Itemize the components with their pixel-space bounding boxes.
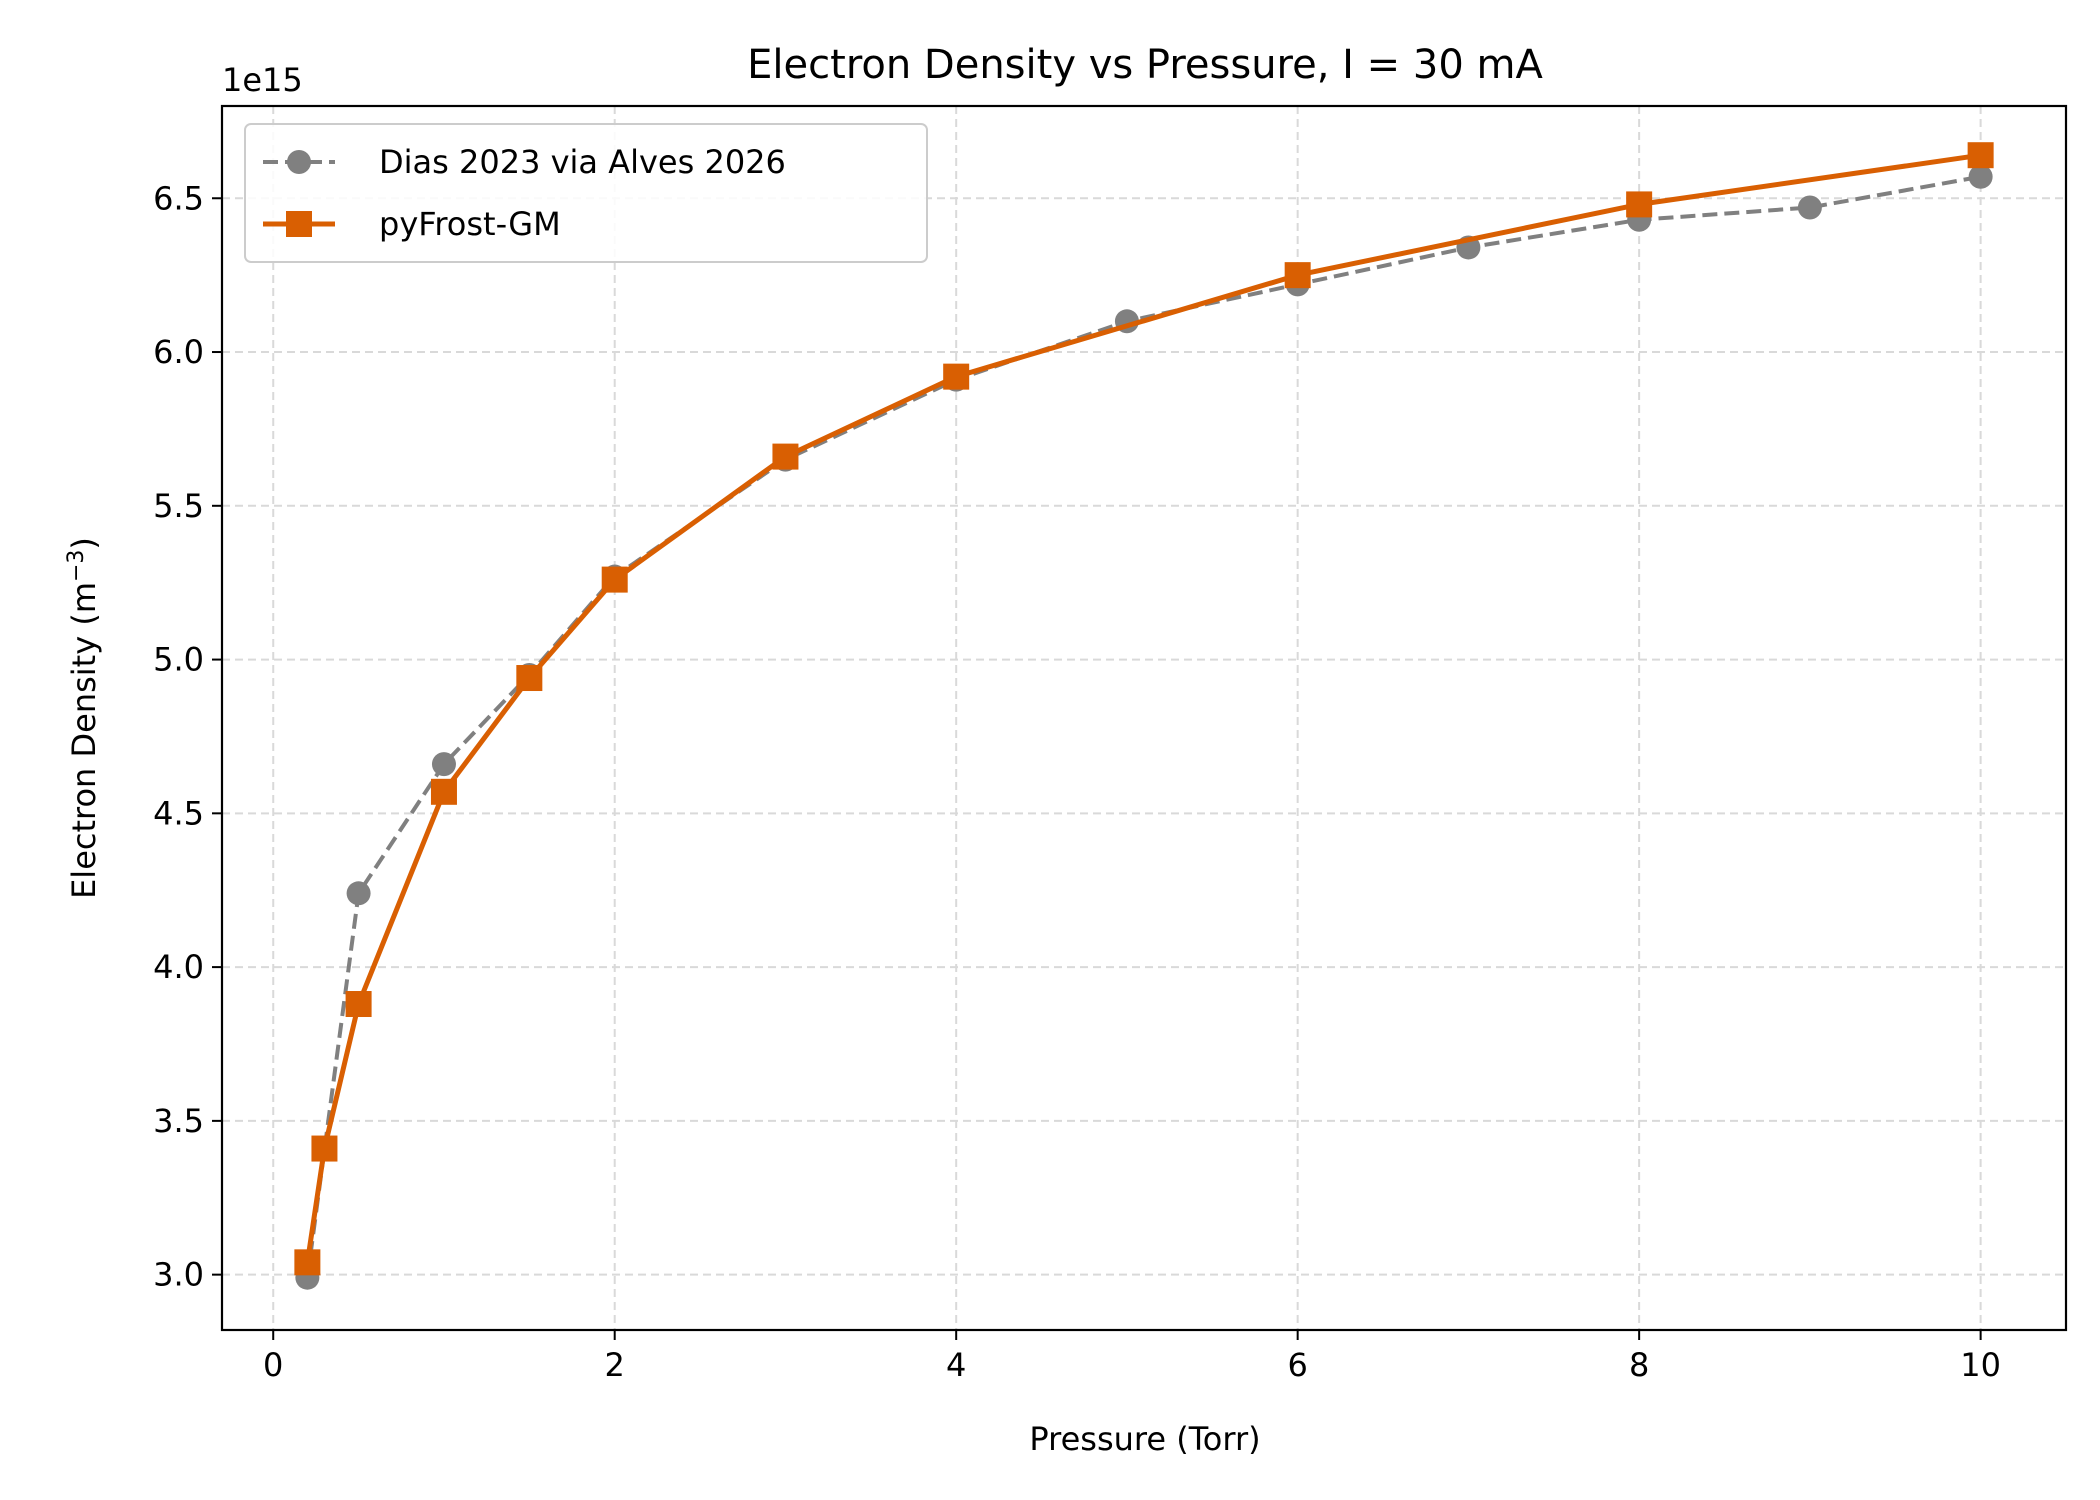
- data-point: [286, 211, 312, 237]
- series-2: [294, 142, 1994, 1276]
- x-tick-label: 4: [946, 1346, 966, 1384]
- data-point: [311, 1135, 338, 1162]
- y-offset-label: 1e15: [222, 61, 303, 99]
- legend-item: Dias 2023 via Alves 2026: [263, 143, 786, 181]
- data-point: [772, 443, 799, 470]
- y-tick-label: 4.5: [153, 794, 204, 832]
- data-point: [1284, 262, 1311, 289]
- data-point: [345, 991, 372, 1018]
- data-point: [1967, 142, 1994, 169]
- y-tick-label: 3.0: [153, 1256, 204, 1294]
- data-point: [516, 665, 543, 692]
- y-tick-label: 6.0: [153, 333, 204, 371]
- y-tick-label: 5.5: [153, 487, 204, 525]
- x-tick-label: 8: [1629, 1346, 1649, 1384]
- data-point: [1626, 191, 1653, 218]
- axes: 0 2 4 6 8 10 3.0 3.5 4.0 4.5 5.0 5.5 6.0 6.5: [153, 104, 2068, 1384]
- x-axis-label: Pressure (Torr): [1029, 1420, 1260, 1458]
- data-point: [287, 150, 311, 174]
- y-tick-label: 3.5: [153, 1102, 204, 1140]
- y-tick-label: 4.0: [153, 948, 204, 986]
- data-point: [346, 881, 371, 906]
- data-point: [431, 752, 456, 777]
- data-point: [294, 1249, 321, 1276]
- legend-label: Dias 2023 via Alves 2026: [379, 143, 786, 181]
- chart-title: Electron Density vs Pressure, I = 30 mA: [747, 42, 1543, 88]
- data-point: [1797, 195, 1822, 220]
- data-point: [943, 363, 970, 390]
- grid: [222, 106, 2066, 1330]
- y-axis-label: Electron Density (m−3): [64, 537, 103, 899]
- series-line: [304, 152, 1981, 1263]
- y-axis-label-main: Electron Density (m: [65, 582, 103, 899]
- legend-label: pyFrost-GM: [379, 205, 561, 243]
- x-tick-label: 0: [263, 1346, 283, 1384]
- y-axis-label-close: ): [65, 537, 103, 549]
- y-tick-label: 6.5: [153, 179, 204, 217]
- data-point: [601, 566, 628, 593]
- x-tick-label: 6: [1287, 1346, 1307, 1384]
- y-axis-label-superscript: −3: [64, 550, 89, 582]
- x-tick-label: 2: [605, 1346, 625, 1384]
- legend-box: [244, 123, 928, 263]
- y-tick-label: 5.0: [153, 641, 204, 679]
- data-point: [1968, 164, 1993, 189]
- x-tick-label: 10: [1960, 1346, 2001, 1384]
- series-layer: [294, 142, 1994, 1290]
- series-line: [305, 174, 1981, 1278]
- legend-item: pyFrost-GM: [263, 205, 561, 243]
- plot-frame: [220, 104, 2068, 1332]
- data-point: [430, 778, 457, 805]
- legend: Dias 2023 via Alves 2026 pyFrost-GM: [244, 123, 928, 263]
